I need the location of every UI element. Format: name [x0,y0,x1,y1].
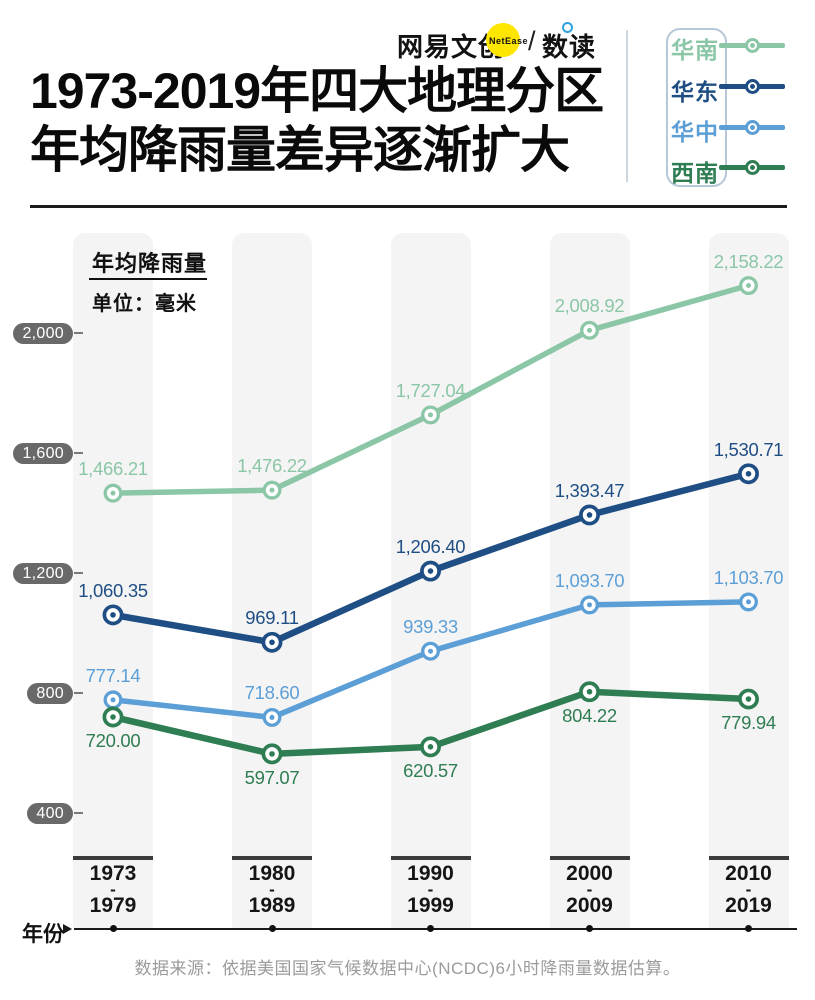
legend-item-label: 华东 [671,78,719,105]
data-point-label: 1,060.35 [78,579,148,601]
data-point-label: 1,466.21 [78,458,148,480]
period-band-topbar [232,856,312,860]
y-tick-mark [74,692,83,694]
page-title-line2: 年均降雨量差异逐渐扩大 [30,122,570,178]
data-point-label: 1,727.04 [395,379,466,401]
chart-measure-label: 年均降雨量 [92,251,208,276]
x-axis-title: 年份 [22,923,64,946]
netease-badge-label: NetEase [489,36,529,46]
x-axis-dot [268,925,276,932]
y-tick-pill: 2,000 [13,322,73,344]
legend-item-marker [745,79,760,94]
data-point-label: 1,206.40 [395,536,466,558]
y-tick-pill: 800 [27,682,73,704]
data-point-label: 939.33 [403,616,458,638]
data-point-label: 779.94 [721,712,776,734]
chart-measure-underline [89,278,207,280]
legend-item-marker [745,160,760,175]
x-axis-arrow-icon [63,924,72,934]
chart-unit-label: 单位：毫米 [92,293,197,315]
data-source-note: 数据来源：依据美国国家气候数据中心(NCDC)6小时降雨量数据估算。 [134,959,681,978]
product-logo-text: 数读 [542,32,597,62]
period-band-topbar [549,856,630,860]
accent-dot-icon [562,22,573,33]
data-point-label: 720.00 [85,730,141,751]
x-axis-dot [586,925,593,932]
x-axis-dot [745,925,752,932]
legend-item-label: 华中 [671,119,719,145]
data-point-label: 597.07 [244,766,300,788]
header-bottom-divider [30,205,787,208]
data-point-label: 718.60 [244,682,300,704]
data-point-label: 1,476.22 [237,455,307,477]
period-band-topbar [390,856,471,860]
period-band [232,233,312,928]
y-tick-pill: 1,200 [13,562,73,584]
data-point-label: 804.22 [562,704,617,726]
x-category-label: 1980-1989 [248,862,296,917]
data-point-label: 1,530.71 [713,438,784,460]
data-point-label: 2,158.22 [713,250,784,272]
data-point-label: 1,093.70 [554,569,625,591]
page-title: 1973-2019年四大地理分区 年均降雨量差异逐渐扩大 [30,62,604,180]
data-point-label: 777.14 [85,664,141,686]
x-category-label: 1990-1999 [407,862,454,917]
data-point-label: 2,008.92 [554,295,625,317]
period-band-topbar [73,856,153,860]
data-point-label: 620.57 [403,759,458,781]
page-title-line1: 1973-2019年四大地理分区 [30,63,604,119]
y-tick-mark [74,572,83,574]
legend-item-label: 西南 [671,159,719,186]
x-category-label: 1973-1979 [89,862,137,917]
data-point-label: 1,393.47 [554,479,625,501]
period-band-topbar [708,856,789,860]
y-tick-mark [74,452,83,454]
legend-item-marker [745,37,760,53]
x-axis-dot [427,925,434,932]
legend-item-marker [745,119,760,135]
legend-item-label: 华南 [671,37,719,63]
x-axis-line [74,928,797,930]
legend-box [666,28,727,187]
period-band [390,233,471,928]
y-tick-mark [74,332,83,334]
data-point-label: 969.11 [245,607,299,629]
x-category-label: 2010-2019 [725,862,772,917]
y-tick-pill: 400 [27,802,73,824]
y-tick-mark [74,812,83,814]
x-axis-dot [109,925,117,932]
data-point-label: 1,103.70 [713,566,784,588]
netease-badge-circle [486,23,520,57]
header-vertical-divider [626,30,628,182]
y-tick-pill: 1,600 [13,442,73,464]
x-category-label: 2000-2009 [566,862,613,917]
logo-slash: / [528,26,536,56]
